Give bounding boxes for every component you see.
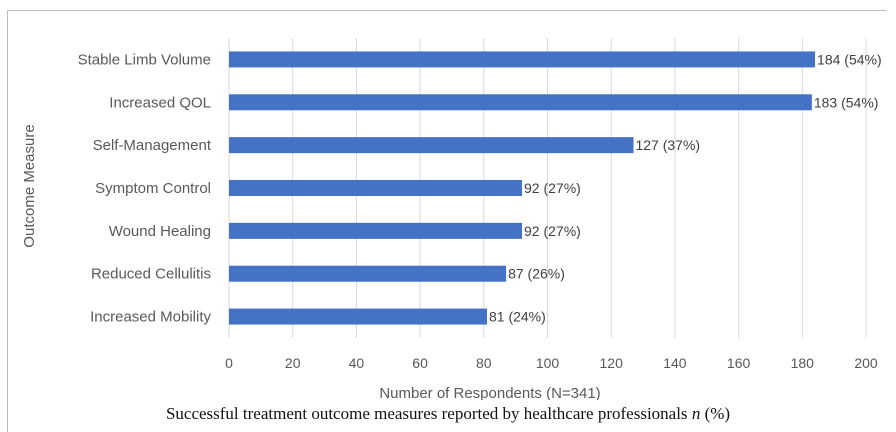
x-tick-label: 120 [600, 355, 624, 371]
data-label: 92 (27%) [524, 180, 581, 196]
data-label: 183 (54%) [814, 94, 879, 110]
x-tick-label: 100 [536, 355, 560, 371]
category-label: Self-Management [93, 137, 212, 154]
x-tick-label: 60 [412, 355, 428, 371]
category-label: Wound Healing [109, 223, 211, 240]
x-tick-label: 40 [349, 355, 365, 371]
x-tick-labels: 0 20 40 60 80 100 120 140 160 180 200 [225, 355, 878, 371]
bar-symptom-control [229, 180, 522, 196]
caption-suffix: (%) [705, 404, 730, 423]
x-tick-label: 20 [285, 355, 301, 371]
category-label: Reduced Cellulitis [91, 266, 211, 283]
data-label: 81 (24%) [489, 309, 546, 325]
bar-reduced-cellulitis [229, 266, 506, 282]
figure-caption: Successful treatment outcome measures re… [0, 404, 896, 424]
data-label: 184 (54%) [817, 51, 882, 67]
x-tick-label: 0 [225, 355, 233, 371]
data-label: 87 (26%) [508, 266, 565, 282]
bars [229, 51, 815, 324]
x-tick-label: 160 [727, 355, 751, 371]
category-labels: Stable Limb Volume Increased QOL Self-Mana… [78, 51, 212, 325]
category-label: Symptom Control [95, 180, 211, 197]
caption-n-symbol: n [692, 404, 701, 423]
x-tick-label: 80 [476, 355, 492, 371]
x-axis-title: Number of Respondents (N=341) [379, 385, 600, 400]
x-tick-label: 200 [854, 355, 878, 371]
bar-increased-mobility [229, 309, 487, 325]
bar-chart: Stable Limb Volume Increased QOL Self-Mana… [0, 0, 896, 400]
data-label: 92 (27%) [524, 223, 581, 239]
category-label: Increased Mobility [90, 309, 211, 326]
x-tick-label: 140 [663, 355, 687, 371]
y-axis-title: Outcome Measure [21, 124, 38, 247]
bar-stable-limb-volume [229, 51, 815, 67]
category-label: Increased QOL [109, 94, 211, 111]
caption-text: Successful treatment outcome measures re… [166, 404, 688, 423]
bar-self-management [229, 137, 633, 153]
data-label: 127 (37%) [635, 137, 700, 153]
bar-increased-qol [229, 94, 812, 110]
bar-wound-healing [229, 223, 522, 239]
x-tick-label: 180 [791, 355, 815, 371]
category-label: Stable Limb Volume [78, 51, 211, 68]
